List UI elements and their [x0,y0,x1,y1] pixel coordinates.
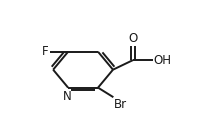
Text: O: O [128,32,138,45]
Text: F: F [42,45,49,58]
Text: N: N [63,90,71,103]
Text: Br: Br [114,98,127,111]
Text: OH: OH [154,54,172,67]
